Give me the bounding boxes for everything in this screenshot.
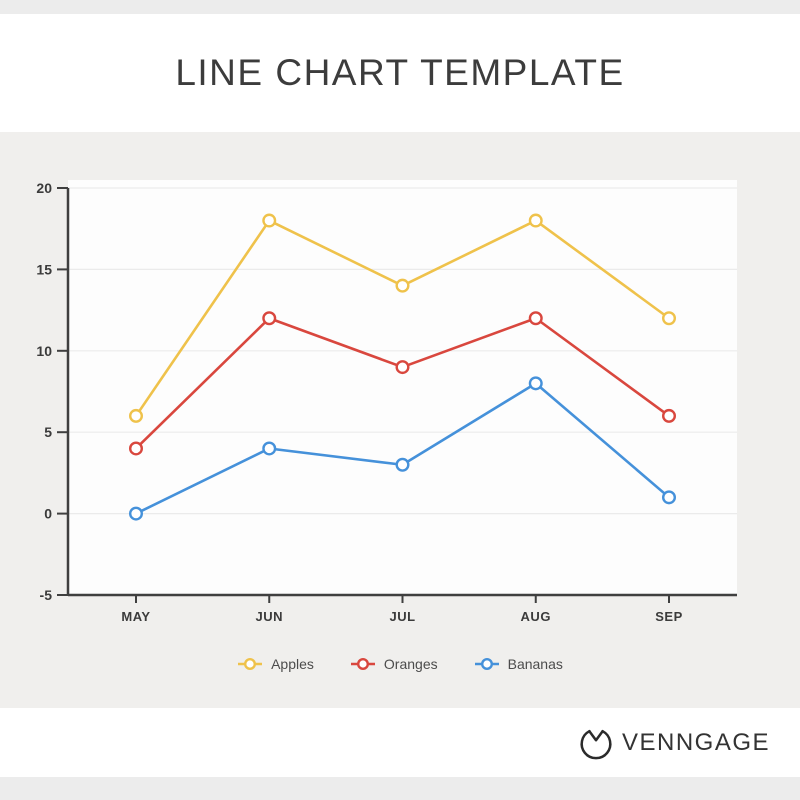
y-axis-label: 20 <box>36 180 52 196</box>
data-point-oranges-aug <box>528 311 543 326</box>
data-point-bananas-sep <box>662 490 677 505</box>
x-axis-label: JUN <box>255 609 283 624</box>
footer-band: VENNGAGE <box>0 708 800 777</box>
legend-item-bananas: Bananas <box>474 656 563 672</box>
y-axis-label: 5 <box>44 424 52 440</box>
chart-section: -5 0 5 10 15 20 MAY JUN JUL AUG SEP Apples Oranges B… <box>0 132 800 708</box>
data-point-apples-jun <box>262 213 277 228</box>
data-point-oranges-jul <box>395 360 410 375</box>
y-axis-label: 10 <box>36 343 52 359</box>
data-point-oranges-may <box>128 441 143 456</box>
data-point-apples-aug <box>528 213 543 228</box>
x-axis-label: JUL <box>389 609 415 624</box>
brand-name: VENNGAGE <box>621 728 770 756</box>
data-point-bananas-aug <box>528 376 543 391</box>
brand: VENNGAGE <box>579 726 770 760</box>
x-axis-label: MAY <box>121 609 150 624</box>
line-chart: -5 0 5 10 15 20 MAY JUN JUL AUG SEP <box>36 180 737 624</box>
data-point-oranges-sep <box>662 408 677 423</box>
page-title: LINE CHART TEMPLATE <box>175 52 625 93</box>
legend-item-oranges: Oranges <box>350 656 438 672</box>
legend-label: Apples <box>271 656 314 672</box>
data-point-apples-sep <box>662 311 677 326</box>
data-point-oranges-jun <box>262 311 277 326</box>
title-band: LINE CHART TEMPLATE <box>0 14 800 132</box>
x-axis-label: SEP <box>655 609 683 624</box>
bottom-strip <box>0 777 800 800</box>
y-axis-label: 15 <box>36 261 52 277</box>
legend-marker-icon <box>350 657 375 671</box>
data-point-apples-jul <box>395 278 410 293</box>
data-point-apples-may <box>128 408 143 423</box>
legend-marker-icon <box>474 657 499 671</box>
legend-label: Oranges <box>383 656 438 672</box>
legend-label: Bananas <box>507 656 563 672</box>
x-axis-label: AUG <box>521 609 551 624</box>
y-axis-label: 0 <box>44 506 52 522</box>
top-strip <box>0 0 800 14</box>
venngage-logo-icon <box>580 729 612 759</box>
data-point-bananas-jul <box>395 457 410 472</box>
plot-area <box>68 180 737 595</box>
chart-legend: Apples Oranges Bananas <box>0 656 800 672</box>
data-point-bananas-may <box>128 506 143 521</box>
legend-marker-icon <box>238 657 263 671</box>
data-point-bananas-jun <box>262 441 277 456</box>
y-axis-label: -5 <box>40 587 53 603</box>
legend-item-apples: Apples <box>237 656 314 672</box>
